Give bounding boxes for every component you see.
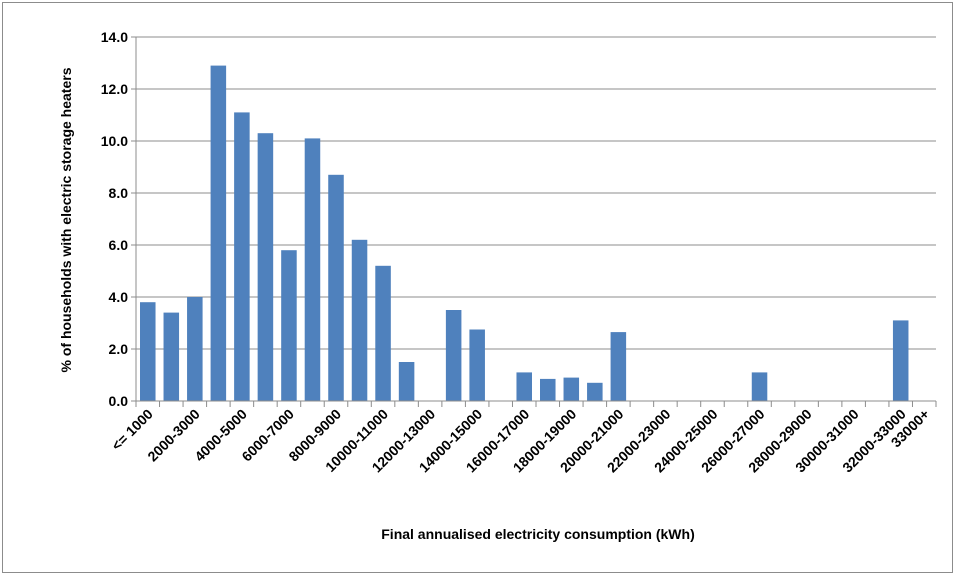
y-tick-label: 14.0 — [101, 29, 128, 45]
x-tick-labels: <= 10002000-30004000-50006000-70008000-9… — [108, 406, 932, 476]
bar — [257, 133, 274, 401]
bar — [516, 372, 532, 401]
bar — [563, 377, 580, 401]
y-tick-label: 10.0 — [101, 133, 128, 149]
bar — [540, 378, 556, 401]
bar — [469, 329, 485, 401]
bar — [234, 112, 250, 402]
bar — [140, 302, 156, 401]
y-axis-title: % of households with electric storage he… — [58, 67, 74, 372]
y-tick-label: 4.0 — [109, 289, 129, 305]
y-tick-label: 0.0 — [109, 393, 129, 409]
bar — [892, 320, 909, 401]
bar — [751, 372, 768, 401]
bar — [163, 312, 180, 401]
bar — [304, 138, 321, 401]
y-tick-label: 6.0 — [109, 237, 129, 253]
bar — [445, 310, 462, 401]
bar — [587, 382, 603, 401]
bar-chart: 0.0 2.0 4.0 6.0 8.0 10.0 12.0 14.0 <= 10002000-… — [58, 29, 937, 542]
bar — [610, 332, 627, 401]
bar — [187, 297, 203, 401]
y-tick-label: 12.0 — [101, 81, 128, 97]
bars — [140, 65, 909, 402]
y-tick-label: 8.0 — [109, 185, 129, 201]
axes — [131, 36, 937, 407]
y-tick-labels: 0.0 2.0 4.0 6.0 8.0 10.0 12.0 14.0 — [101, 29, 128, 409]
bar — [328, 174, 344, 401]
gridlines — [136, 36, 936, 350]
bar — [351, 239, 368, 401]
bar — [281, 250, 297, 401]
bar — [398, 362, 415, 401]
y-tick-label: 2.0 — [109, 341, 129, 357]
bar — [210, 65, 227, 401]
bar — [375, 265, 391, 401]
x-axis-title: Final annualised electricity consumption… — [381, 526, 695, 542]
x-tick-label: <= 1000 — [108, 406, 156, 454]
